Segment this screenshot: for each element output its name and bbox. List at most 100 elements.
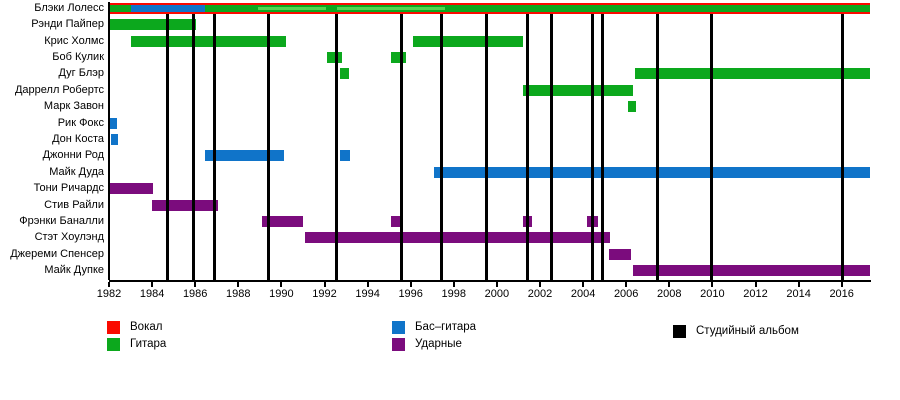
member-bar-guitar (110, 19, 197, 31)
member-label: Стив Райли (44, 198, 104, 211)
axis-tick (797, 282, 800, 287)
member-label: Стэт Хоулэнд (34, 231, 104, 244)
member-bar-guitar (130, 35, 286, 47)
legend-label: Гитара (130, 338, 167, 350)
album-line (550, 14, 554, 280)
member-bar-drums (152, 199, 218, 211)
axis-tick (280, 282, 283, 287)
axis-tick (582, 282, 585, 287)
axis-year-label: 1986 (182, 288, 208, 300)
album-line (165, 14, 169, 280)
member-bar-guitar_light (257, 6, 326, 10)
legend-item: Бас–гитара (392, 321, 612, 335)
member-bar-bass (110, 117, 117, 129)
member-bar-guitar (339, 68, 350, 80)
axis-tick (194, 282, 197, 287)
album-line (484, 14, 488, 280)
axis-year-label: 2010 (700, 288, 725, 300)
member-label: Даррелл Робертс (14, 83, 104, 96)
album-line (709, 14, 713, 280)
legend-swatch-guitar (107, 338, 120, 351)
legend-label: Бас–гитара (415, 321, 477, 333)
axis-year-label: 2002 (527, 288, 553, 300)
axis-tick (754, 282, 757, 287)
legend-swatch-bass (392, 321, 405, 334)
member-bar-drums (391, 215, 403, 227)
album-line (191, 14, 195, 280)
axis-tick (840, 282, 843, 287)
axis-tick (108, 282, 110, 287)
member-bar-guitar_light (337, 6, 446, 10)
member-label: Крис Холмс (44, 34, 104, 47)
member-bar-guitar (391, 51, 407, 63)
album-line (213, 14, 217, 280)
album-line (525, 14, 529, 280)
member-bar-drums (262, 215, 303, 227)
legend-item: Гитара (107, 338, 327, 352)
album-line (591, 14, 595, 280)
axis-tick (668, 282, 671, 287)
legend-swatch-vocals (107, 321, 120, 334)
member-label: Блэки Лолесс (34, 1, 104, 14)
album-line (655, 14, 659, 280)
axis-year-label: 1994 (355, 288, 380, 300)
axis-year-label: 1992 (312, 288, 337, 300)
x-axis-line (109, 280, 871, 282)
axis-year-label: 2016 (829, 288, 854, 300)
member-bar-guitar (326, 51, 342, 63)
legend-swatch-drums (392, 338, 405, 351)
member-label: Дуг Блэр (58, 67, 104, 80)
album-line (266, 14, 270, 280)
axis-year-label: 2012 (743, 288, 768, 300)
member-bar-guitar (522, 84, 633, 96)
member-label: Фрэнки Баналли (19, 214, 104, 227)
legend-item: Вокал (107, 321, 327, 335)
member-label: Рик Фокс (57, 116, 104, 129)
member-label: Марк Завон (43, 100, 104, 113)
member-bar-guitar (634, 68, 870, 80)
member-bar-guitar (412, 35, 523, 47)
axis-year-label: 2004 (570, 288, 596, 300)
axis-year-label: 1984 (139, 288, 165, 300)
legend-item: Ударные (392, 338, 612, 352)
member-label: Майк Дупке (44, 264, 104, 277)
member-bar-bass (130, 4, 205, 12)
album-line (440, 14, 444, 280)
axis-year-label: 1988 (226, 288, 251, 300)
axis-year-label: 1996 (398, 288, 423, 300)
axis-tick (366, 282, 369, 287)
member-label: Рэнди Пайпер (31, 18, 104, 31)
axis-tick (452, 282, 455, 287)
member-bar-bass (111, 133, 118, 145)
axis-year-label: 2008 (657, 288, 682, 300)
member-bar-bass (204, 150, 284, 162)
album-line (841, 14, 845, 280)
axis-year-label: 1982 (96, 288, 122, 300)
axis-year-label: 2014 (786, 288, 811, 300)
member-label: Боб Кулик (52, 50, 104, 63)
legend-label: Ударные (415, 338, 462, 350)
axis-year-label: 2000 (484, 288, 510, 300)
album-line (399, 14, 403, 280)
legend-label: Вокал (130, 321, 163, 333)
axis-tick (237, 282, 240, 287)
axis-tick (539, 282, 541, 287)
axis-tick (409, 282, 412, 287)
axis-tick (711, 282, 714, 287)
member-bar-guitar (628, 101, 636, 113)
member-label: Джереми Спенсер (10, 247, 104, 260)
axis-tick (151, 282, 154, 287)
axis-year-label: 1990 (269, 288, 294, 300)
member-bar-bass (339, 150, 351, 162)
member-label: Майк Дуда (49, 165, 104, 178)
y-axis-line (108, 2, 110, 280)
axis-tick (495, 282, 498, 287)
member-bar-drums (110, 183, 154, 195)
member-label: Джонни Род (42, 149, 104, 162)
legend-label: Студийный альбом (696, 325, 799, 337)
member-label: Тони Ричардс (33, 182, 104, 195)
axis-year-label: 1998 (441, 288, 467, 300)
member-bar-drums (608, 248, 631, 260)
member-bar-drums (305, 232, 611, 244)
